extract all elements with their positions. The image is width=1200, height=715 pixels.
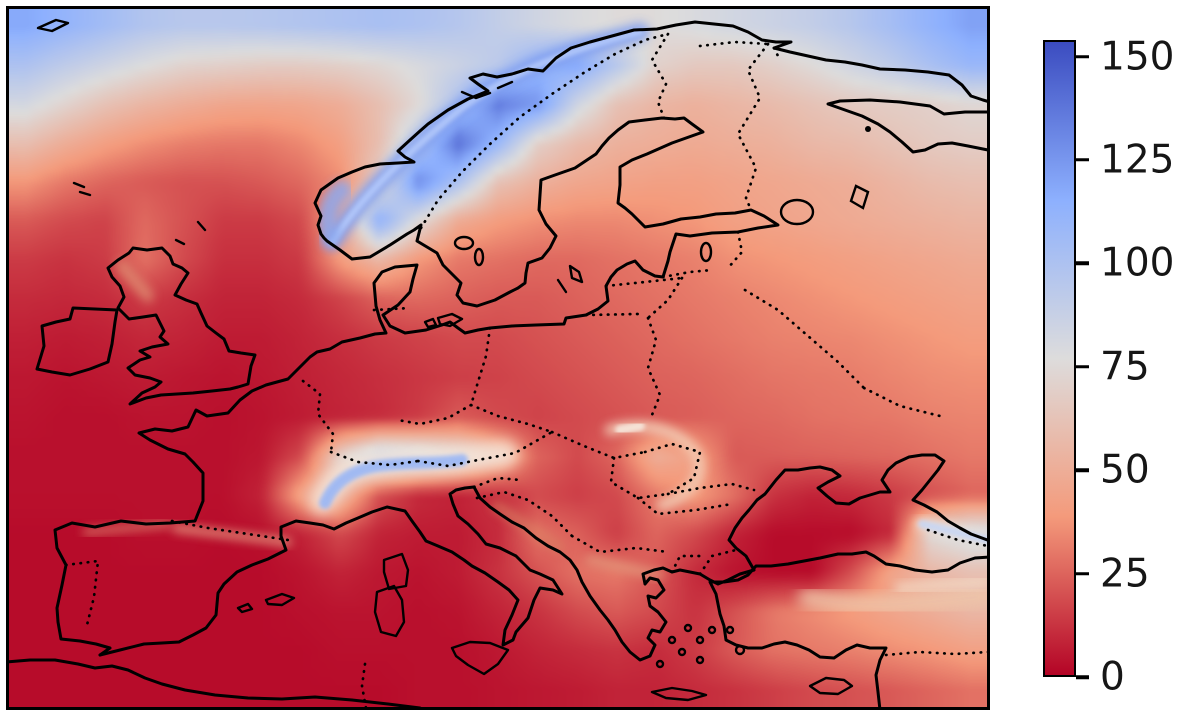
colorbar-tick	[1076, 468, 1089, 472]
colorbar: 0 25 50 75 100 125 150	[1043, 34, 1200, 697]
sardinia	[373, 584, 406, 638]
coastlines	[6, 20, 990, 710]
country-borders	[64, 32, 990, 710]
coastline-west-mediterranean-italy	[98, 485, 564, 657]
map-frame	[6, 6, 990, 710]
lakes	[453, 126, 871, 267]
alps-core	[319, 454, 468, 509]
sicily	[450, 640, 510, 676]
colorbar-tick	[1076, 675, 1089, 679]
colorbar-tick	[1076, 571, 1089, 576]
colorbar-tick	[1076, 54, 1089, 59]
balearic-islands	[236, 592, 296, 614]
coastline-adriatic-greece-aegean	[472, 485, 756, 662]
jan-mayen	[36, 18, 70, 33]
lake-vattern	[473, 247, 485, 267]
scottish-highlands-patch	[116, 260, 154, 302]
coastline-turkey-levant	[708, 550, 990, 710]
colorbar-tick-label: 0	[1100, 654, 1125, 700]
colorbar-tick-label: 50	[1100, 447, 1150, 493]
ne-anatolia-bright	[895, 577, 990, 593]
colorbar-tick-label: 100	[1100, 240, 1175, 286]
crete	[650, 686, 708, 702]
colorbar-tick-label: 150	[1100, 34, 1175, 80]
lake-peipus	[699, 241, 713, 263]
pyrenees-ridge	[172, 524, 292, 546]
coastline-britain	[106, 246, 257, 406]
lake-ladoga	[779, 198, 815, 226]
cyprus	[808, 676, 854, 696]
colorbar-gradient	[1043, 40, 1076, 677]
europe-map	[6, 6, 990, 710]
dinarides-ridge	[491, 501, 565, 553]
scandes-ridge-glow	[323, 23, 649, 251]
coastline-atlantic-baltic-scandinavia	[53, 20, 990, 657]
tatra-spot	[615, 421, 645, 435]
colorbar-tick-label: 75	[1100, 344, 1150, 390]
map-overlay	[6, 6, 990, 710]
faroe-shetland-orkney	[72, 181, 207, 246]
aegean-islands	[655, 623, 746, 669]
kola-lake-dot	[865, 126, 871, 132]
anatolia-patch	[798, 586, 990, 615]
border-lines	[64, 32, 990, 710]
coastline-africa	[6, 658, 422, 710]
islands	[36, 18, 854, 702]
mountain-ridge-overlays	[82, 23, 990, 615]
coastline-white-sea	[826, 98, 990, 154]
scandes-ridge-core	[328, 28, 644, 246]
colorbar-tick-label: 25	[1100, 551, 1150, 597]
colorbar-tick	[1076, 365, 1089, 369]
colorbar-tick-label: 125	[1100, 137, 1175, 183]
carpathians-arc	[604, 421, 705, 511]
coastline-ireland	[35, 306, 119, 377]
lake-onega	[849, 184, 870, 210]
colorbar-tick	[1076, 261, 1089, 266]
cantabrian-ridge	[82, 520, 172, 536]
south-norway-ridge	[317, 180, 352, 245]
gotland-oland	[556, 264, 584, 294]
corsica	[382, 552, 410, 591]
lofoten-chain	[460, 80, 514, 100]
colorbar-tick	[1076, 158, 1089, 162]
danish-islands	[423, 312, 464, 329]
lake-vanern	[453, 235, 475, 251]
coastline-black-sea	[727, 453, 990, 572]
